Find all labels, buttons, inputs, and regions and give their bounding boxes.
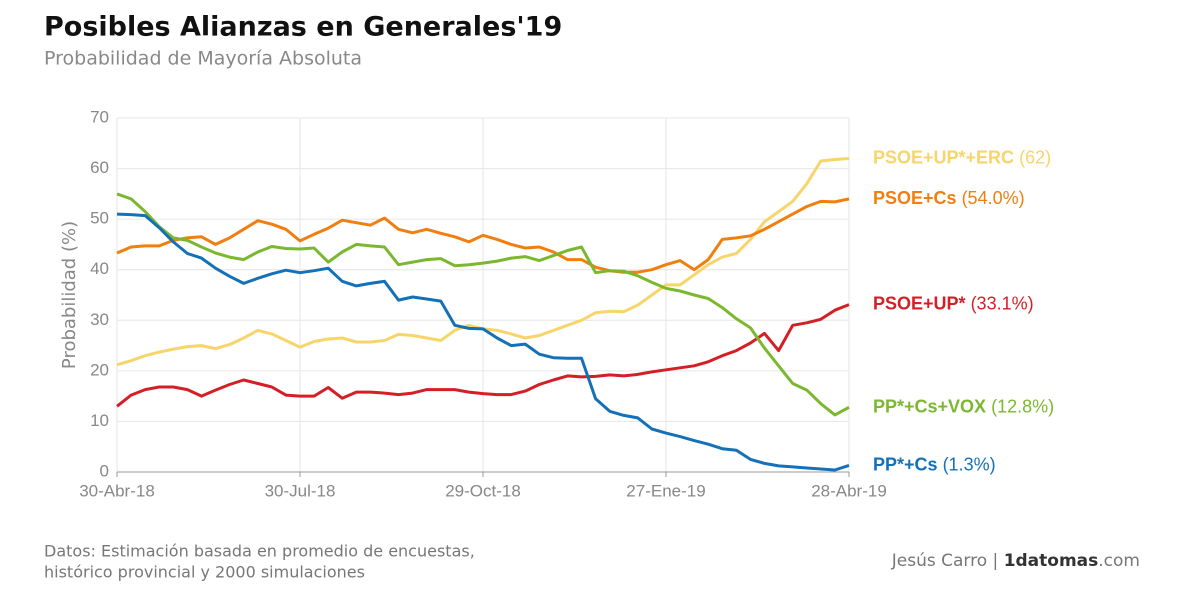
series-name: PSOE+UP*+ERC (873, 147, 1014, 167)
series-name: PSOE+Cs (873, 188, 957, 208)
source: histórico provincial y 2000 simulaciones (44, 563, 365, 582)
series-line (116, 212, 850, 472)
series-line (116, 303, 850, 408)
series-label: PSOE+UP*+ERC (62) (873, 147, 1051, 167)
x-tick-label: 30-Jul-18 (265, 481, 336, 500)
y-tick-label: 50 (90, 209, 109, 228)
series-value-label: (62) (1019, 147, 1051, 167)
series-value-label: (12.8%) (991, 396, 1054, 416)
credit: Jesús Carro | 1datomas.com (891, 551, 1140, 571)
series-value-label: (1.3%) (943, 454, 996, 474)
y-tick-label: 30 (90, 310, 109, 329)
series-label: PSOE+UP* (33.1%) (873, 293, 1034, 313)
x-tick-label: 30-Abr-18 (79, 481, 155, 500)
source: Datos: Estimación basada en promedio de … (44, 542, 475, 561)
y-tick-label: 40 (90, 259, 109, 278)
credit-site: 1datomas (1004, 551, 1099, 571)
series-name: PSOE+UP* (873, 293, 966, 313)
y-tick-label: 20 (90, 360, 109, 379)
series-value-label: (54.0%) (962, 188, 1025, 208)
x-tick-label: 29-Oct-18 (445, 481, 521, 500)
series-value-label: (33.1%) (971, 293, 1034, 313)
credit-separator: | (993, 551, 999, 571)
chart-subtitle: Probabilidad de Mayoría Absoluta (44, 48, 362, 70)
series-label: PSOE+Cs (54.0%) (873, 188, 1025, 208)
y-axis-label: Probabilidad (%) (59, 221, 80, 369)
x-tick-label: 28-Abr-19 (811, 481, 887, 500)
y-tick-label: 10 (90, 411, 109, 430)
y-tick-label: 70 (90, 107, 109, 126)
credit-site-suffix: .com (1098, 551, 1140, 571)
y-tick-label: 0 (100, 461, 109, 480)
series-name: PP*+Cs+VOX (873, 396, 986, 416)
x-tick-label: 27-Ene-19 (626, 481, 705, 500)
chart-title: Posibles Alianzas en Generales'19 (44, 12, 562, 43)
series-line (116, 192, 850, 417)
series-label: PP*+Cs+VOX (12.8%) (873, 396, 1054, 416)
series-line (116, 197, 850, 274)
y-tick-label: 60 (90, 158, 109, 177)
series-label: PP*+Cs (1.3%) (873, 454, 996, 474)
series-name: PP*+Cs (873, 454, 938, 474)
credit-author: Jesús Carro (891, 551, 987, 571)
